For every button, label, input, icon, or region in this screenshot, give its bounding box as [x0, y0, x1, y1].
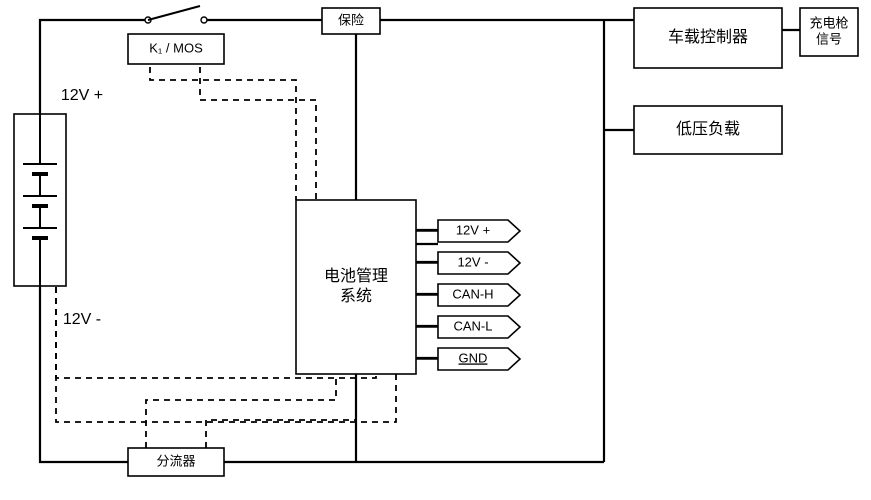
terminal-label-3: CAN-L: [453, 318, 492, 333]
bms-box-label: 电池管理: [324, 267, 388, 285]
battery-pos-label: 12V +: [61, 87, 103, 104]
switch-label: K₁ / MOS: [149, 40, 203, 55]
terminal-label-4: GND: [459, 350, 488, 365]
bms-box: [296, 200, 416, 374]
switch-terminal-right: [201, 17, 207, 23]
fuse-box-label: 保险: [338, 12, 364, 27]
switch-arm: [148, 6, 200, 20]
shunt-box-label: 分流器: [156, 453, 195, 468]
terminal-label-2: CAN-H: [452, 286, 493, 301]
vcu-box-label: 车载控制器: [668, 28, 748, 46]
charge-box-label: 充电枪: [809, 15, 848, 30]
terminal-label-0: 12V +: [456, 222, 490, 237]
lv-load-box-label: 低压负载: [676, 120, 740, 138]
charge-box-label: 信号: [816, 32, 842, 47]
terminal-label-1: 12V -: [457, 254, 488, 269]
wire-dashed-2: [146, 374, 336, 448]
wire-dashed-3: [206, 420, 356, 448]
battery-neg-label: 12V -: [63, 311, 101, 328]
bms-box-label: 系统: [340, 287, 372, 305]
